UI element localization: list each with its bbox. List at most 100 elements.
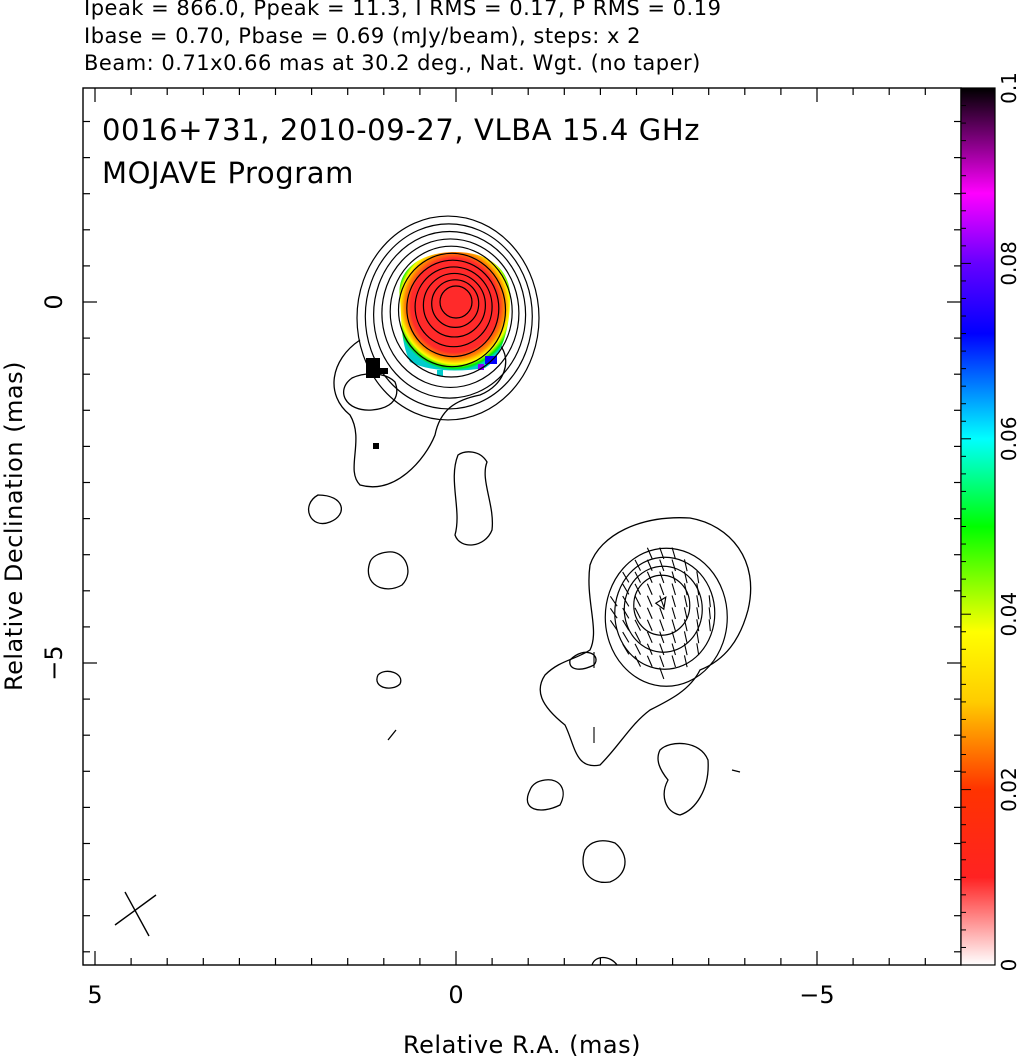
x-tick-label: 5 bbox=[87, 981, 102, 1009]
colorbar-tick-label: 0.1 bbox=[997, 72, 1021, 104]
blob-contour-1 bbox=[308, 494, 342, 525]
evpa-stick bbox=[646, 547, 653, 559]
evpa-stick bbox=[659, 559, 665, 572]
evpa-stick bbox=[671, 595, 676, 608]
evpa-stick bbox=[659, 595, 665, 608]
evpa-stick bbox=[622, 583, 630, 595]
core-contour-ring bbox=[439, 285, 473, 319]
knot-contour-ring bbox=[633, 574, 691, 636]
evpa-stick bbox=[646, 571, 653, 583]
y-axis-label: Relative Declination (mas) bbox=[0, 361, 28, 691]
y-tick-label: 0 bbox=[40, 294, 68, 309]
evpa-stick bbox=[671, 631, 676, 644]
evpa-stick bbox=[659, 655, 665, 668]
core-polarization-pixel bbox=[478, 364, 484, 370]
evpa-stick bbox=[671, 619, 676, 632]
evpa-stick bbox=[671, 547, 676, 560]
colorbar-tick-label: 0.08 bbox=[997, 241, 1021, 286]
knot-contour-ring bbox=[604, 547, 728, 687]
evpa-stick bbox=[622, 595, 630, 607]
evpa-stick bbox=[671, 559, 676, 572]
outer-jet-contour bbox=[333, 339, 507, 488]
evpa-stick bbox=[622, 619, 630, 631]
evpa-stick bbox=[696, 619, 700, 632]
evpa-stick bbox=[683, 631, 688, 644]
evpa-stick bbox=[683, 559, 688, 572]
blob-contour-2 bbox=[453, 451, 494, 546]
blob-contour-7 bbox=[657, 742, 709, 816]
evpa-stick bbox=[708, 619, 711, 632]
core-contour-ring bbox=[422, 272, 486, 338]
core-polarization-fill bbox=[399, 252, 511, 371]
core-contour-ring bbox=[373, 230, 527, 399]
colorbar-tick-label: 0 bbox=[997, 959, 1021, 972]
evpa-stick bbox=[634, 643, 642, 655]
plot-frame bbox=[82, 87, 962, 966]
evpa-stick bbox=[683, 571, 688, 584]
core-contour-ring bbox=[364, 223, 533, 410]
colorbar-ticks bbox=[961, 87, 971, 966]
evpa-stick bbox=[683, 619, 688, 632]
blob-contour-6 bbox=[526, 779, 564, 811]
evpa-stick bbox=[659, 571, 665, 584]
core-polarization-map bbox=[366, 252, 511, 449]
colorbar-tick-label: 0.06 bbox=[997, 417, 1021, 462]
y-tick-label: −5 bbox=[40, 645, 68, 680]
core-polarization-pixel bbox=[485, 356, 497, 364]
evpa-stick bbox=[609, 595, 618, 607]
evpa-stick bbox=[622, 607, 630, 619]
x-axis-tick-labels: 5 0 −5 bbox=[87, 981, 834, 1009]
evpa-stick bbox=[696, 583, 700, 596]
evpa-stick bbox=[696, 595, 700, 608]
evpa-stick bbox=[671, 571, 676, 584]
evpa-stick bbox=[696, 631, 700, 644]
y-axis-ticks bbox=[83, 120, 961, 953]
evpa-stick bbox=[634, 619, 642, 631]
core-polarization-pixel bbox=[380, 368, 388, 374]
evpa-stick bbox=[634, 655, 642, 667]
inner-jet-contour bbox=[342, 373, 398, 411]
core-contour-ring bbox=[414, 266, 493, 348]
evpa-stick bbox=[609, 607, 618, 619]
evpa-stick bbox=[622, 631, 630, 643]
knot-outer-contour bbox=[539, 517, 752, 767]
evpa-stick bbox=[671, 607, 676, 620]
evpa-stick bbox=[683, 607, 688, 620]
evpa-stick bbox=[671, 643, 676, 656]
evpa-stick bbox=[634, 595, 642, 607]
blob-contour-9 bbox=[591, 956, 618, 966]
evpa-stick bbox=[683, 643, 688, 656]
evpa-stick bbox=[696, 571, 700, 584]
evpa-stick bbox=[659, 631, 665, 644]
evpa-stick bbox=[659, 583, 665, 596]
x-axis-ticks bbox=[94, 88, 926, 965]
blob-contour-8 bbox=[582, 840, 626, 883]
knot-peak-contour bbox=[654, 596, 667, 611]
evpa-stick bbox=[646, 631, 653, 643]
evpa-stick bbox=[622, 571, 630, 583]
evpa-stick bbox=[659, 607, 665, 620]
evpa-vectors bbox=[593, 547, 711, 743]
plot-subtitle: MOJAVE Program bbox=[102, 156, 354, 190]
evpa-stick bbox=[646, 595, 653, 607]
evpa-stick bbox=[659, 667, 665, 680]
jet-emission-contours bbox=[308, 339, 752, 966]
evpa-stick bbox=[708, 607, 711, 620]
evpa-stick bbox=[659, 547, 665, 560]
evpa-stick bbox=[708, 595, 711, 608]
evpa-stick bbox=[671, 655, 676, 668]
evpa-stick bbox=[646, 559, 653, 571]
x-tick-label: −5 bbox=[799, 981, 834, 1009]
core-polarization-pixel bbox=[437, 370, 443, 376]
evpa-stick bbox=[646, 583, 653, 595]
header-line-3: Beam: 0.71x0.66 mas at 30.2 deg., Nat. W… bbox=[84, 51, 701, 75]
blob-contour-11 bbox=[731, 769, 741, 773]
evpa-stick bbox=[646, 619, 653, 631]
colorbar bbox=[960, 87, 996, 966]
y-axis-tick-labels: 0 −5 bbox=[40, 294, 68, 680]
evpa-stick bbox=[671, 583, 676, 596]
core-contour-ring bbox=[381, 238, 520, 389]
blob-contour-5 bbox=[569, 651, 597, 670]
evpa-stick bbox=[683, 595, 688, 608]
x-axis-label: Relative R.A. (mas) bbox=[403, 1031, 641, 1059]
